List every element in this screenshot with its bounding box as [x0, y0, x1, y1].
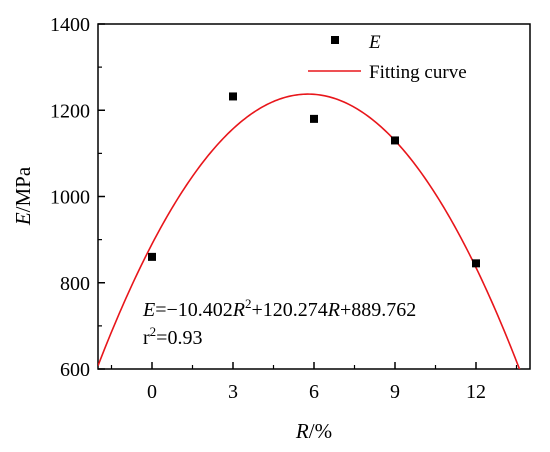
x-tick-label: 0 — [147, 381, 157, 403]
data-point — [391, 136, 399, 145]
x-axis-ticks: 0 3 6 9 12 — [110, 362, 518, 403]
r-squared-annotation: r2=0.93 — [143, 324, 202, 349]
legend-label-e: E — [368, 32, 381, 53]
equation-annotation: E=−10.402R2+120.274R+889.762 — [142, 296, 416, 321]
y-tick-label: 600 — [60, 359, 90, 381]
y-axis-ticks: 600 800 1000 1200 1400 — [50, 14, 105, 381]
fitting-curve-line — [98, 93, 521, 369]
legend: E Fitting curve — [308, 32, 467, 83]
y-tick-label: 1000 — [50, 187, 90, 209]
legend-marker-square — [331, 36, 339, 44]
data-point — [148, 252, 156, 261]
y-tick-label: 1400 — [50, 14, 90, 36]
x-tick-label: 3 — [228, 381, 238, 403]
legend-label-fitting-curve: Fitting curve — [369, 62, 467, 83]
scatter-points — [148, 92, 480, 268]
x-tick-label: 9 — [390, 381, 400, 403]
data-point — [229, 92, 237, 101]
data-point — [310, 114, 318, 123]
x-tick-label: 6 — [309, 381, 319, 403]
y-tick-label: 1200 — [50, 100, 90, 122]
x-tick-label: 12 — [466, 381, 486, 403]
data-point — [472, 259, 480, 268]
y-axis-title: E/MPa — [11, 166, 35, 226]
x-axis-title: R/% — [295, 419, 332, 443]
y-tick-label: 800 — [60, 273, 90, 295]
